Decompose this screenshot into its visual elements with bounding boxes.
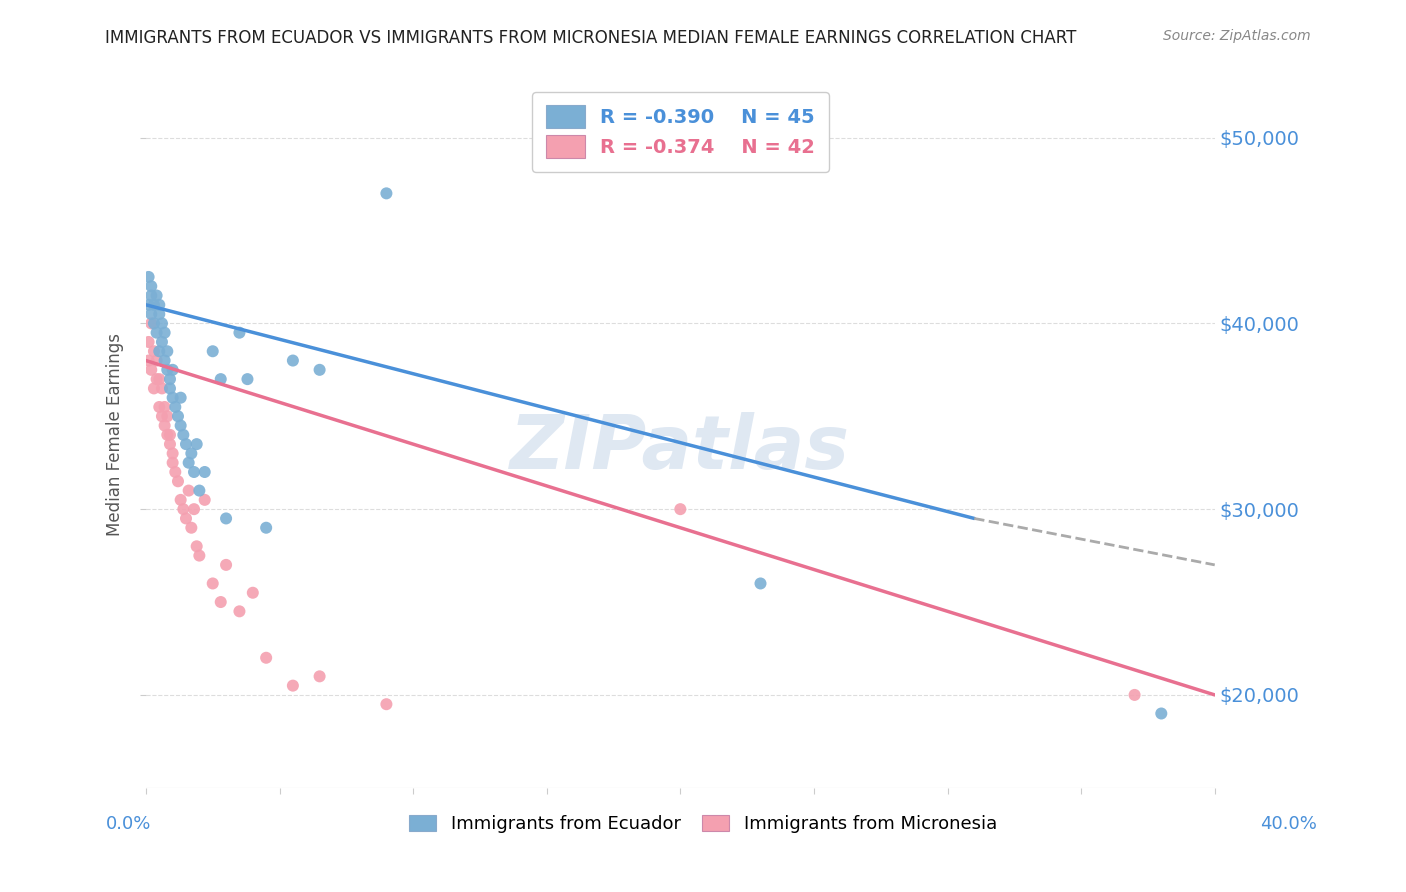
Point [162, 391, 184, 405]
Legend: R = -0.390    N = 45, R = -0.374    N = 42: R = -0.390 N = 45, R = -0.374 N = 42 [531, 92, 828, 171]
Point [215, 558, 238, 572]
Text: ZIPatlas: ZIPatlas [510, 412, 851, 485]
Point [308, 669, 330, 683]
Point [172, 502, 194, 516]
Legend: Immigrants from Ecuador, Immigrants from Micronesia: Immigrants from Ecuador, Immigrants from… [402, 807, 1004, 840]
Point [159, 372, 181, 386]
Point [162, 456, 184, 470]
Point [156, 344, 179, 359]
Point [165, 400, 187, 414]
Point [141, 363, 163, 377]
Point [228, 604, 250, 618]
Point [183, 465, 205, 479]
Point [1150, 706, 1173, 721]
Point [209, 372, 232, 386]
Point [165, 465, 187, 479]
Point [141, 307, 163, 321]
Point [242, 586, 264, 600]
Point [194, 465, 217, 479]
Point [174, 437, 197, 451]
Text: IMMIGRANTS FROM ECUADOR VS IMMIGRANTS FROM MICRONESIA MEDIAN FEMALE EARNINGS COR: IMMIGRANTS FROM ECUADOR VS IMMIGRANTS FR… [105, 29, 1077, 46]
Point [150, 409, 173, 424]
Point [148, 307, 170, 321]
Point [167, 409, 190, 424]
Point [159, 437, 181, 451]
Point [148, 400, 170, 414]
Point [201, 344, 224, 359]
Point [183, 502, 205, 516]
Point [167, 475, 190, 489]
Point [150, 317, 173, 331]
Point [177, 483, 200, 498]
Point [153, 400, 176, 414]
Point [180, 521, 202, 535]
Text: Source: ZipAtlas.com: Source: ZipAtlas.com [1163, 29, 1310, 43]
Point [375, 186, 398, 201]
Point [159, 381, 181, 395]
Point [145, 288, 167, 302]
Y-axis label: Median Female Earnings: Median Female Earnings [107, 334, 124, 536]
Point [194, 492, 217, 507]
Point [669, 502, 692, 516]
Point [186, 437, 208, 451]
Point [169, 391, 191, 405]
Point [148, 344, 170, 359]
Point [254, 650, 277, 665]
Point [281, 679, 304, 693]
Point [177, 456, 200, 470]
Point [162, 363, 184, 377]
Text: 40.0%: 40.0% [1261, 815, 1317, 833]
Point [153, 326, 176, 340]
Point [142, 381, 165, 395]
Point [150, 334, 173, 349]
Point [209, 595, 232, 609]
Point [156, 427, 179, 442]
Point [188, 549, 211, 563]
Point [145, 372, 167, 386]
Point [169, 418, 191, 433]
Point [174, 511, 197, 525]
Point [141, 279, 163, 293]
Point [138, 353, 160, 368]
Point [148, 372, 170, 386]
Point [162, 446, 184, 460]
Point [159, 427, 181, 442]
Point [1123, 688, 1146, 702]
Point [138, 298, 160, 312]
Point [215, 511, 238, 525]
Point [281, 353, 304, 368]
Point [145, 353, 167, 368]
Point [172, 427, 194, 442]
Point [142, 298, 165, 312]
Point [141, 288, 163, 302]
Point [142, 344, 165, 359]
Point [138, 334, 160, 349]
Point [228, 326, 250, 340]
Point [142, 317, 165, 331]
Text: 0.0%: 0.0% [105, 815, 150, 833]
Point [156, 363, 179, 377]
Point [153, 418, 176, 433]
Point [138, 269, 160, 284]
Point [150, 381, 173, 395]
Point [148, 298, 170, 312]
Point [254, 521, 277, 535]
Point [308, 363, 330, 377]
Point [186, 539, 208, 553]
Point [201, 576, 224, 591]
Point [169, 492, 191, 507]
Point [145, 326, 167, 340]
Point [188, 483, 211, 498]
Point [236, 372, 259, 386]
Point [375, 697, 398, 711]
Point [141, 317, 163, 331]
Point [153, 353, 176, 368]
Point [180, 446, 202, 460]
Point [156, 409, 179, 424]
Point [749, 576, 772, 591]
